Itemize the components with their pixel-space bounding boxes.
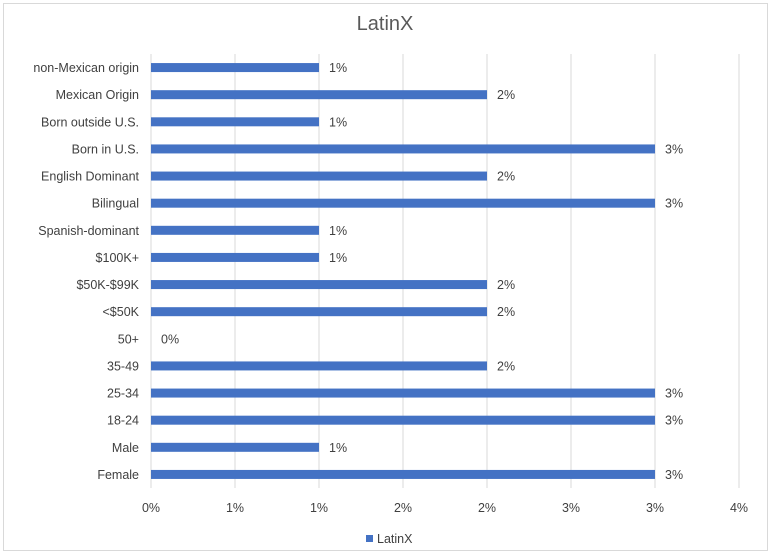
x-tick-label: 2% [394, 501, 412, 515]
bar [151, 469, 655, 479]
data-label: 2% [497, 170, 515, 184]
category-label: 25-34 [107, 387, 139, 401]
data-label: 2% [497, 359, 515, 373]
bar [151, 171, 487, 181]
bar [151, 307, 487, 317]
chart-title: LatinX [357, 13, 414, 35]
data-label: 2% [497, 278, 515, 292]
bars [151, 63, 655, 479]
bar [151, 117, 319, 127]
x-tick-label: 2% [478, 501, 496, 515]
chart-frame: LatinX non-Mexican origin Mexican Origin B… [3, 3, 768, 551]
grid-lines [150, 54, 740, 488]
data-label: 2% [497, 88, 515, 102]
bar [151, 280, 487, 290]
category-label: English Dominant [41, 170, 139, 184]
data-label: 3% [665, 197, 683, 211]
data-labels: 1% 2% 1% 3% 2% 3% 1% 1% 2% 2% 0% 2% 3% 3% 1% 3% [161, 61, 683, 482]
bar [151, 252, 319, 262]
data-label: 3% [665, 142, 683, 156]
data-label: 3% [665, 387, 683, 401]
x-tick-label: 3% [646, 501, 664, 515]
category-label: non-Mexican origin [33, 61, 139, 75]
category-label: $50K-$99K [76, 278, 139, 292]
data-label: 1% [329, 61, 347, 75]
x-tick-label: 3% [562, 501, 580, 515]
data-label: 1% [329, 224, 347, 238]
bar [151, 225, 319, 235]
bar [151, 442, 319, 452]
category-label: Female [97, 468, 139, 482]
data-label: 1% [329, 441, 347, 455]
data-label: 3% [665, 414, 683, 428]
data-label: 2% [497, 305, 515, 319]
data-label: 0% [161, 332, 179, 346]
category-label: Spanish-dominant [38, 224, 139, 238]
legend-label: LatinX [377, 532, 413, 546]
category-label: 50+ [118, 332, 139, 346]
category-label: <$50K [103, 305, 140, 319]
category-label: $100K+ [96, 251, 139, 265]
category-label: Male [112, 441, 139, 455]
bar [151, 361, 487, 371]
bar [151, 90, 487, 100]
category-labels: non-Mexican origin Mexican Origin Born out… [33, 61, 139, 482]
category-label: Bilingual [92, 197, 139, 211]
bar [151, 388, 655, 398]
data-label: 1% [329, 115, 347, 129]
bar [151, 415, 655, 425]
bar-chart: LatinX non-Mexican origin Mexican Origin B… [33, 13, 748, 546]
category-label: Mexican Origin [56, 88, 139, 102]
category-label: Born outside U.S. [41, 115, 139, 129]
bar [151, 63, 319, 73]
bar [151, 198, 655, 208]
x-tick-label: 1% [226, 501, 244, 515]
x-tick-label: 4% [730, 501, 748, 515]
bar [151, 144, 655, 154]
category-label: 35-49 [107, 359, 139, 373]
data-label: 3% [665, 468, 683, 482]
x-tick-label: 1% [310, 501, 328, 515]
legend-swatch [366, 535, 373, 542]
x-tick-labels: 0% 1% 1% 2% 2% 3% 3% 4% [142, 501, 748, 515]
category-label: 18-24 [107, 414, 139, 428]
category-label: Born in U.S. [72, 142, 139, 156]
data-label: 1% [329, 251, 347, 265]
x-tick-label: 0% [142, 501, 160, 515]
legend: LatinX [366, 532, 413, 546]
